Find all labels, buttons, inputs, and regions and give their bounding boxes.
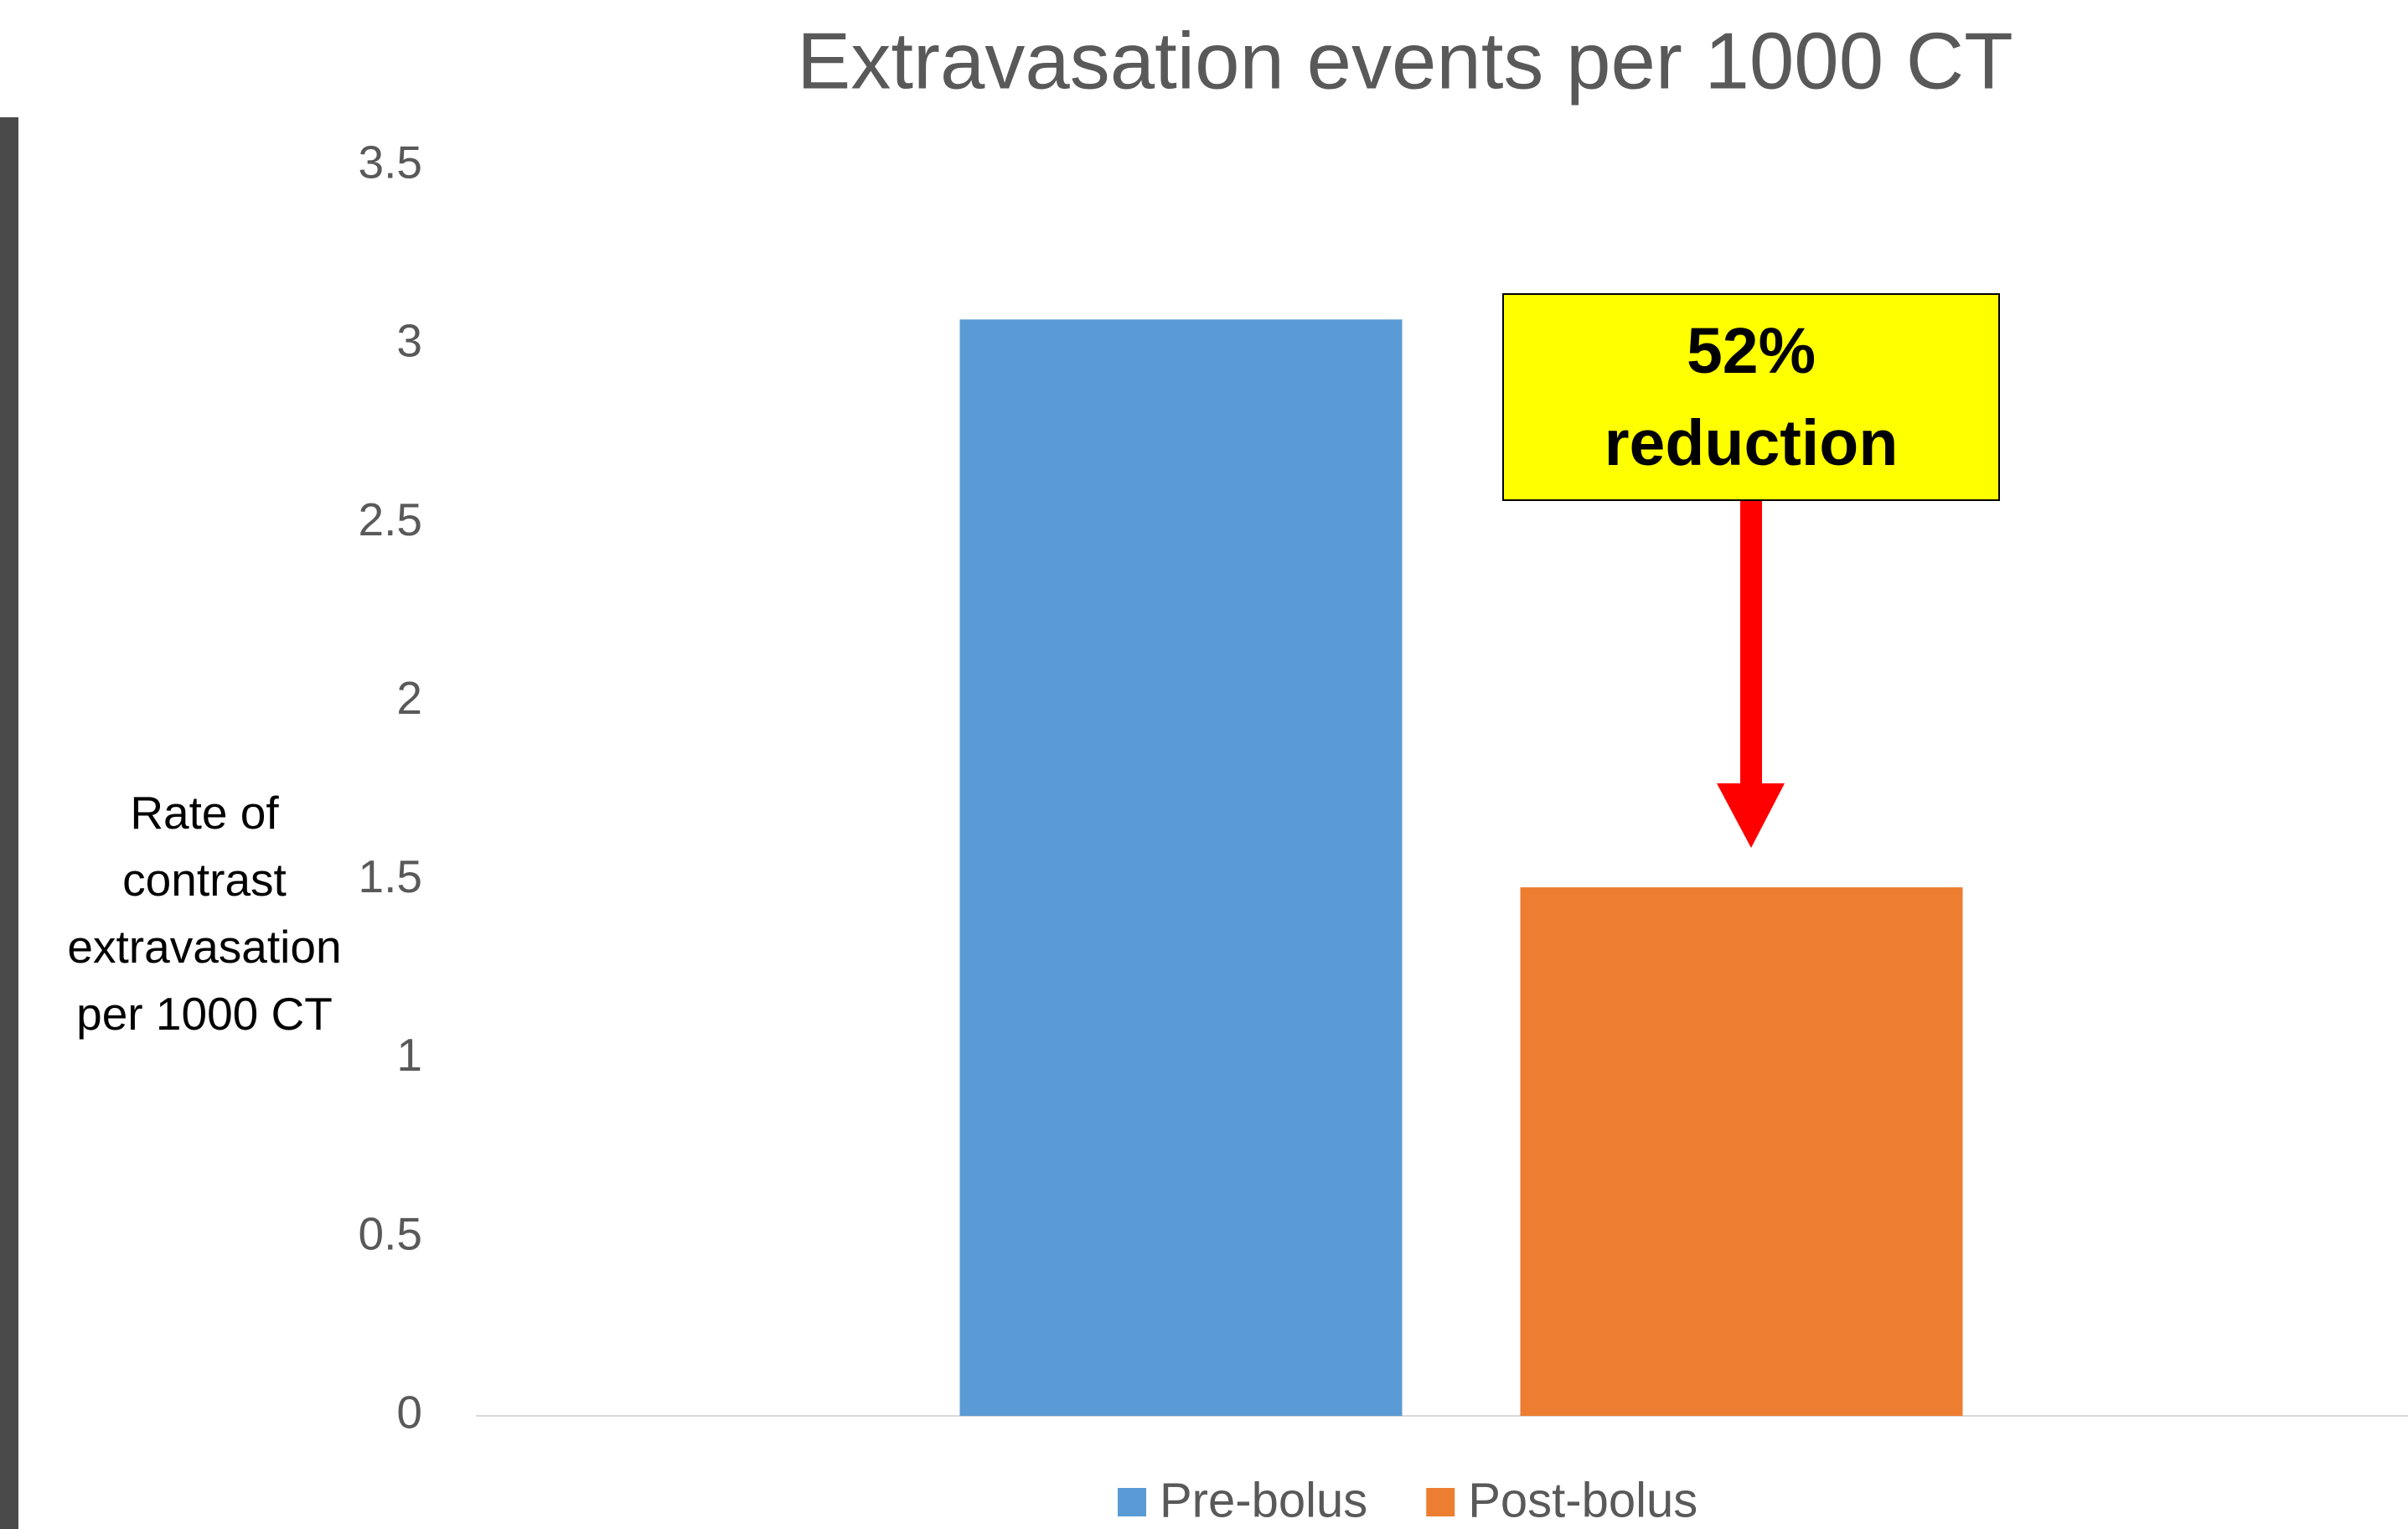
legend-label: Post-bolus	[1468, 1473, 1697, 1527]
photo-edge	[0, 117, 18, 1529]
bar	[959, 319, 1403, 1416]
y-tick-label: 2	[396, 672, 422, 724]
annotation: 52% reduction	[1604, 315, 1899, 479]
y-tick-label: 0	[396, 1387, 422, 1439]
legend-swatch	[1118, 1488, 1146, 1516]
y-tick-label: 3	[396, 315, 422, 367]
legend-swatch	[1426, 1488, 1455, 1516]
arrow-head	[1717, 783, 1785, 848]
legend-label: Pre-bolus	[1160, 1473, 1367, 1527]
chart-title: Extravasation events per 1000 CT	[797, 16, 2013, 106]
y-axis-label: Rate of contrast extravasation per 1000 …	[67, 787, 342, 1040]
arrow-shaft	[1740, 499, 1762, 788]
bar	[1520, 887, 1963, 1416]
annotation-box: 52% reduction	[1502, 293, 2000, 501]
y-tick-label: 2.5	[359, 493, 422, 545]
y-tick-label: 0.5	[359, 1207, 422, 1259]
y-tick-label: 1.5	[359, 850, 422, 902]
y-tick-label: 3.5	[359, 137, 422, 189]
y-tick-label: 1	[396, 1029, 422, 1081]
